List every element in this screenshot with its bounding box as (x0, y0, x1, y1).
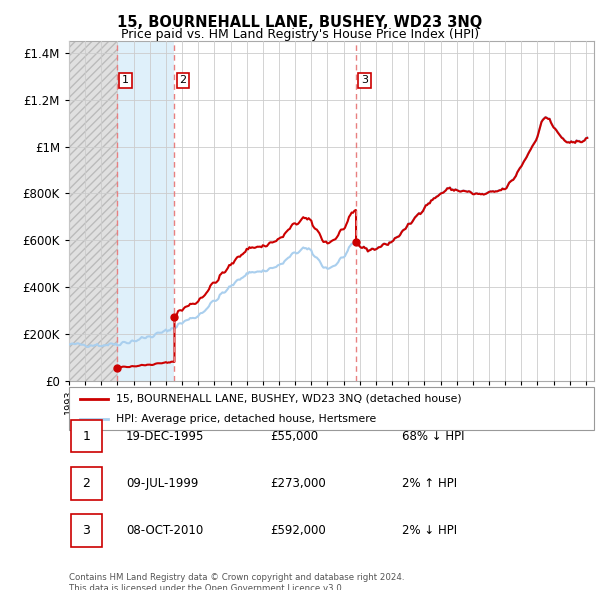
Text: 3: 3 (361, 76, 368, 86)
Bar (117, 41, 175, 381)
Text: Contains HM Land Registry data © Crown copyright and database right 2024.
This d: Contains HM Land Registry data © Crown c… (69, 573, 404, 590)
Text: 15, BOURNEHALL LANE, BUSHEY, WD23 3NQ (detached house): 15, BOURNEHALL LANE, BUSHEY, WD23 3NQ (d… (116, 394, 462, 404)
Text: 1: 1 (122, 76, 129, 86)
Text: 68% ↓ HPI: 68% ↓ HPI (402, 430, 464, 442)
Text: 2: 2 (179, 76, 187, 86)
Text: HPI: Average price, detached house, Hertsmere: HPI: Average price, detached house, Hert… (116, 414, 377, 424)
Text: 08-OCT-2010: 08-OCT-2010 (126, 524, 203, 537)
Text: Price paid vs. HM Land Registry's House Price Index (HPI): Price paid vs. HM Land Registry's House … (121, 28, 479, 41)
Text: 2: 2 (82, 477, 91, 490)
Text: 3: 3 (82, 524, 91, 537)
Text: 2% ↑ HPI: 2% ↑ HPI (402, 477, 457, 490)
Text: 15, BOURNEHALL LANE, BUSHEY, WD23 3NQ: 15, BOURNEHALL LANE, BUSHEY, WD23 3NQ (118, 15, 482, 30)
Text: 09-JUL-1999: 09-JUL-1999 (126, 477, 199, 490)
Text: £55,000: £55,000 (270, 430, 318, 442)
Text: £592,000: £592,000 (270, 524, 326, 537)
Text: £273,000: £273,000 (270, 477, 326, 490)
Bar (69, 41, 117, 381)
Text: 2% ↓ HPI: 2% ↓ HPI (402, 524, 457, 537)
Text: 1: 1 (82, 430, 91, 442)
Text: 19-DEC-1995: 19-DEC-1995 (126, 430, 205, 442)
